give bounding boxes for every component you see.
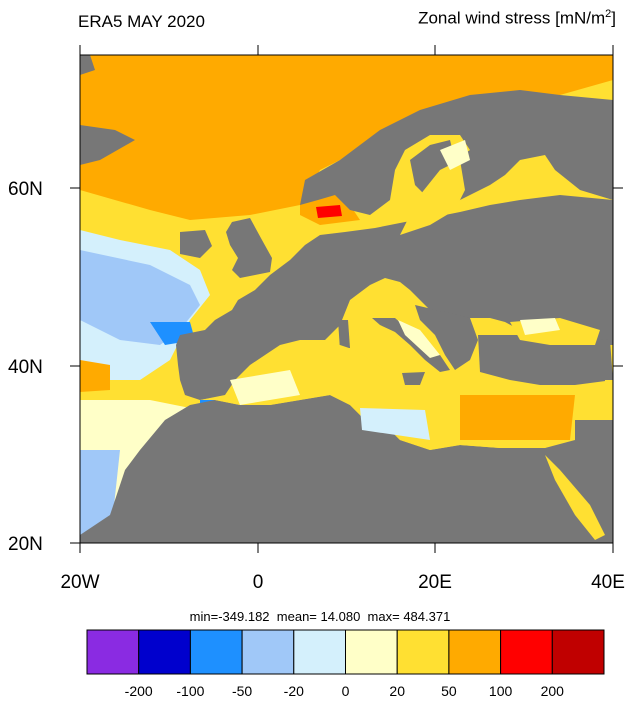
map-field: [80, 55, 613, 543]
colorbar-box: [551, 629, 605, 675]
red-sea: [545, 455, 605, 540]
iberia-offshore-positive: [80, 360, 110, 392]
libya-negative-sea: [360, 408, 430, 440]
field-stats: min=-349.182 mean= 14.080 max= 484.371: [189, 609, 451, 624]
colorbar: -200 -100 -50 -20 0 20 50 100 200: [86, 629, 605, 699]
colorbar-box: [448, 629, 502, 675]
lon-label: 40E: [591, 572, 625, 593]
lon-label: 0: [253, 572, 264, 593]
levant-positive-sea: [460, 395, 575, 440]
colorbar-tick-label: 20: [389, 683, 405, 699]
colorbar-tick-label: 0: [342, 683, 350, 699]
lon-label: 20E: [418, 572, 452, 593]
colorbar-box: [293, 629, 346, 675]
map-frame: [79, 54, 614, 544]
colorbar-box: [241, 629, 295, 675]
bothnia-light: [440, 140, 470, 170]
lat-label: 40N: [8, 357, 43, 378]
land: [80, 55, 613, 543]
latitude-labels: 60N 40N 20N: [8, 179, 43, 555]
colorbar-box: [345, 629, 398, 675]
colorbar-box: [138, 629, 191, 675]
colorbar-box: [500, 629, 553, 675]
lat-label: 60N: [8, 179, 43, 200]
adriatic: [398, 320, 440, 358]
colorbar-tick-label: 50: [441, 683, 457, 699]
axis-ticks: [70, 45, 623, 553]
land-greenland-edge: [80, 55, 95, 75]
colorbar-tick-label: 200: [541, 683, 565, 699]
colorbar-tick-label: -200: [125, 683, 153, 699]
colorbar-tick-label: 100: [489, 683, 513, 699]
lat-label: 20N: [8, 534, 43, 555]
alboran-light: [230, 370, 300, 405]
land-iceland: [80, 125, 135, 165]
colorbar-box: [86, 629, 140, 675]
map-title: ERA5 MAY 2020: [78, 12, 205, 31]
colorbar-tick-label: -100: [176, 683, 204, 699]
colorbar-box: [189, 629, 243, 675]
lon-label: 20W: [60, 572, 99, 593]
skagerrak-max: [316, 205, 342, 218]
longitude-labels: 20W 0 20E 40E: [60, 572, 624, 593]
caspian-edge: [605, 380, 613, 410]
variable-title: Zonal wind stress [mN/m2]: [418, 8, 616, 28]
black-sea-light: [520, 318, 560, 335]
colorbar-box: [396, 629, 450, 675]
colorbar-tick-label: -20: [284, 683, 304, 699]
colorbar-tick-label: -50: [232, 683, 252, 699]
atlantic-negative: [80, 250, 200, 345]
baltic-sea: [400, 160, 465, 235]
